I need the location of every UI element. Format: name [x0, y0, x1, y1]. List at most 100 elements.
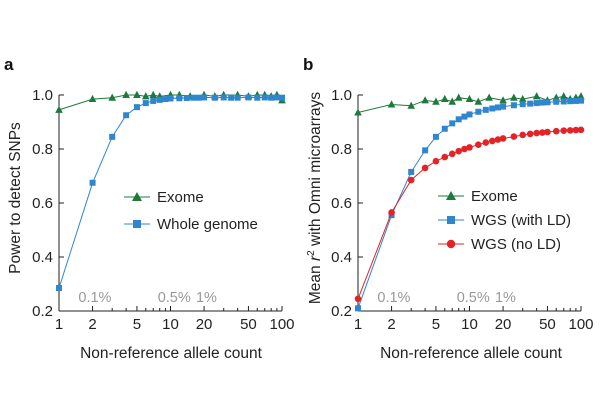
wgs-no-ld-point: [407, 176, 415, 184]
wgs-no-ld-point: [544, 128, 551, 136]
panel-a-xlabel: Non-reference allele count: [80, 345, 262, 362]
exome-point: [133, 90, 141, 98]
exome-point: [141, 92, 150, 100]
x-tick-label: 2: [88, 316, 96, 333]
whole-genome-point: [167, 95, 174, 102]
x-tick-label: 1: [55, 316, 63, 333]
wgs-no-ld-point: [560, 127, 568, 134]
exome-point: [55, 105, 63, 113]
whole-genome-point: [279, 94, 285, 101]
wgs-with-ld-point: [449, 120, 456, 127]
x-tick-label: 20: [196, 316, 213, 333]
legend-wgs-with-ld-label: WGS (with LD): [471, 212, 571, 229]
whole-genome-point: [133, 104, 140, 111]
wgs-with-ld-point: [408, 168, 415, 175]
y-tick-label: 1.0: [331, 87, 352, 104]
x-tick-label: 5: [133, 316, 141, 333]
whole-genome-point: [142, 100, 149, 107]
legend-whole-genome-square-icon: [133, 220, 141, 228]
panel-b-axes: 0.2 0.4 0.6 0.8 1.0 1 2 5 10 20 50 100: [331, 87, 593, 333]
exome-point: [510, 93, 518, 101]
y-tick-label: 0.6: [331, 195, 352, 212]
whole-genome-point: [150, 97, 157, 104]
exome-point: [88, 94, 97, 103]
whole-genome-point: [162, 96, 169, 103]
annotation-0-5-percent: 0.5%: [457, 290, 490, 306]
wgs-no-ld-point: [432, 157, 440, 165]
wgs-with-ld-point: [560, 98, 567, 105]
panel-b-xlabel: Non-reference allele count: [380, 345, 562, 362]
wgs-with-ld-point: [441, 125, 448, 132]
wgs-with-ld-point: [422, 147, 429, 154]
legend-whole-genome-label: Whole genome: [157, 216, 258, 233]
exome-point: [440, 94, 449, 103]
wgs-no-ld-point: [488, 137, 496, 145]
wgs-with-ld-point: [489, 105, 496, 112]
wgs-no-ld-point: [499, 135, 507, 142]
x-tick-label: 10: [461, 316, 478, 333]
whole-genome-point: [228, 94, 235, 101]
wgs-with-ld-point: [544, 99, 551, 106]
exome-point: [432, 97, 440, 105]
wgs-with-ld-point: [355, 305, 361, 312]
panel-a-axes: 0.2 0.4 0.6 0.8 1.0 1 2 5 10 20 50 100: [32, 87, 294, 333]
wgs-no-ld-point: [494, 136, 502, 143]
wgs-no-ld-point: [421, 164, 429, 172]
whole-genome-point: [268, 94, 275, 101]
legend-wgs-with-ld-square-icon: [447, 216, 455, 224]
exome-point: [454, 93, 463, 101]
wgs-no-ld-point: [388, 209, 395, 216]
wgs-with-ld-point: [553, 98, 560, 105]
panel-a-legend: Exome Whole genome: [124, 189, 258, 233]
wgs-no-ld-point: [354, 295, 362, 303]
wgs-with-ld-point: [475, 108, 482, 115]
wgs-no-ld-point: [466, 144, 473, 151]
panel-b-series: [354, 92, 585, 312]
exome-point: [354, 108, 362, 116]
y-tick-label: 1.0: [32, 87, 53, 104]
exome-point: [499, 96, 507, 104]
y-tick-label: 0.2: [32, 303, 53, 320]
x-tick-label: 2: [387, 316, 395, 333]
legend-wgs-no-ld-circle-icon: [446, 239, 456, 249]
wgs-no-ld-point: [552, 127, 560, 135]
wgs-with-ld-point: [567, 98, 574, 105]
x-tick-label: 10: [162, 316, 179, 333]
y-tick-label: 0.4: [32, 249, 53, 266]
x-tick-label: 50: [240, 316, 257, 333]
wgs-no-ld-point: [566, 127, 574, 134]
whole-genome-point: [273, 94, 280, 101]
wgs-no-ld-point: [572, 126, 580, 134]
exome-point: [485, 93, 493, 101]
panel-a-ylabel: Power to detect SNPs: [7, 122, 24, 274]
whole-genome-point: [123, 112, 130, 119]
wgs-with-ld-point: [519, 101, 526, 108]
wgs-no-ld-point: [455, 147, 462, 155]
annotation-1-percent: 1%: [196, 290, 217, 306]
x-tick-label: 50: [539, 316, 556, 333]
panel-a-letter: a: [4, 55, 14, 74]
x-tick-label: 20: [495, 316, 512, 333]
x-tick-label: 5: [432, 316, 440, 333]
wgs-no-ld-point: [448, 150, 456, 158]
wgs-no-ld-point: [475, 141, 482, 148]
panel-b-legend: Exome WGS (with LD) WGS (no LD): [438, 188, 571, 253]
y-tick-label: 0.8: [331, 141, 352, 158]
wgs-no-ld-point: [519, 131, 526, 139]
exome-point: [448, 97, 457, 105]
wgs-with-ld-point: [572, 97, 579, 104]
wgs-with-ld-point: [494, 104, 501, 111]
legend-wgs-no-ld-label: WGS (no LD): [471, 236, 561, 253]
whole-genome-point: [176, 95, 183, 102]
x-tick-label: 100: [269, 316, 294, 333]
wgs-no-ld-point: [539, 129, 546, 136]
whole-genome-point: [183, 94, 190, 101]
exome-point: [518, 94, 527, 103]
whole-genome-point: [211, 94, 218, 101]
wgs-with-ld-point: [527, 100, 534, 107]
whole-genome-point: [201, 94, 208, 101]
panel-b: b Mean r2 with Omni microarrays Non-refe…: [303, 55, 594, 362]
legend-exome-triangle-icon: [132, 192, 142, 201]
annotation-0-1-percent: 0.1%: [78, 290, 111, 306]
